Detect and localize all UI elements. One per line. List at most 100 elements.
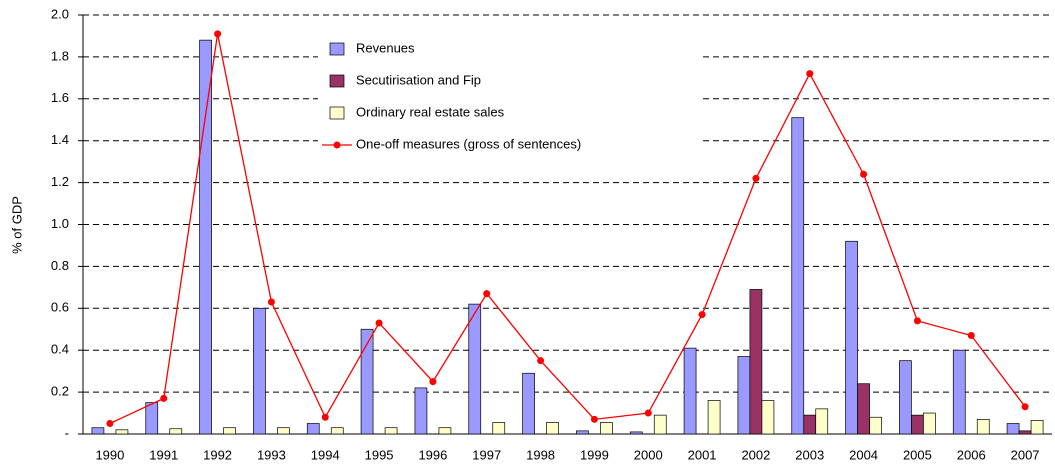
line-point <box>860 170 868 178</box>
bar <box>707 400 721 435</box>
y-tick-label: 2.0 <box>51 6 69 21</box>
bar <box>306 423 320 435</box>
bar <box>223 427 236 435</box>
bar <box>169 428 183 435</box>
x-tick-label: 2006 <box>957 447 986 462</box>
bar <box>683 347 697 435</box>
y-tick-label: 1.6 <box>51 90 69 105</box>
bar <box>737 356 751 435</box>
bar <box>653 414 667 435</box>
legend-label: One-off measures (gross of sentences) <box>356 136 581 151</box>
x-tick-label: 2004 <box>849 447 878 462</box>
x-tick-label: 1992 <box>203 447 232 462</box>
legend-swatch <box>329 42 345 56</box>
bar <box>1006 423 1020 435</box>
line-point <box>483 290 491 298</box>
legend-label: Secutirisation and Fip <box>356 72 481 87</box>
x-tick-label: 1998 <box>526 447 555 462</box>
line-point <box>429 378 437 386</box>
line-point <box>537 357 545 365</box>
y-axis-label: % of GDP <box>9 196 24 254</box>
bar <box>115 429 129 435</box>
bar <box>911 414 924 435</box>
bar <box>522 372 535 435</box>
bar <box>869 416 882 435</box>
x-tick-label: 1997 <box>472 447 501 462</box>
x-tick-label: 2005 <box>903 447 932 462</box>
bar <box>384 427 398 435</box>
legend-label: Ordinary real estate sales <box>356 104 505 119</box>
bar <box>576 430 589 435</box>
line-point <box>375 319 383 327</box>
line-point <box>913 317 921 325</box>
bar <box>976 418 990 435</box>
legend-marker <box>333 141 341 149</box>
bar <box>600 422 613 435</box>
line-point <box>321 413 329 421</box>
y-tick-label: 0.2 <box>51 384 69 399</box>
x-tick-label: 1996 <box>418 447 447 462</box>
bar <box>330 427 344 435</box>
line-point <box>590 415 598 423</box>
x-tick-label: 1994 <box>311 447 340 462</box>
bar <box>845 240 858 435</box>
x-tick-label: 2000 <box>634 447 663 462</box>
bar <box>546 422 559 435</box>
bar <box>815 408 829 435</box>
bar <box>468 303 482 435</box>
bar <box>414 387 428 435</box>
bar <box>803 414 817 435</box>
bar <box>1030 420 1044 435</box>
legend-label: Revenues <box>356 40 415 55</box>
line-point <box>214 30 222 38</box>
bar <box>923 412 936 435</box>
x-tick-label: 1995 <box>365 447 394 462</box>
line-point <box>698 311 706 319</box>
y-tick-label: 0.8 <box>51 258 69 273</box>
x-tick-label: 2002 <box>741 447 770 462</box>
y-tick-label: 0.6 <box>51 300 69 315</box>
bar <box>360 328 374 435</box>
x-tick-label: 1990 <box>95 447 124 462</box>
line-point <box>644 409 652 417</box>
x-tick-label: 1993 <box>257 447 286 462</box>
bar <box>952 349 966 435</box>
bar <box>277 427 290 435</box>
bar <box>899 360 912 435</box>
bar <box>91 427 105 435</box>
x-tick-label: 2001 <box>688 447 717 462</box>
line-point <box>1021 403 1029 411</box>
bar <box>438 427 452 435</box>
line-point <box>806 70 814 78</box>
line-point <box>967 332 975 340</box>
legend-box <box>318 33 700 173</box>
line <box>109 33 1026 425</box>
y-tick-label: - <box>65 425 69 440</box>
legend-swatch <box>329 74 345 88</box>
bar <box>761 400 775 435</box>
bar <box>749 289 763 435</box>
y-tick-label: 0.4 <box>51 342 69 357</box>
y-tick-label: 1.4 <box>51 132 69 147</box>
y-tick-label: 1.8 <box>51 48 69 63</box>
bar <box>629 431 643 435</box>
line-point <box>267 298 275 306</box>
x-tick-label: 1999 <box>580 447 609 462</box>
x-tick-label: 1991 <box>149 447 178 462</box>
legend-swatch <box>329 106 345 120</box>
bar <box>791 117 805 435</box>
y-tick-label: 1.0 <box>51 216 69 231</box>
line-point <box>160 394 168 402</box>
line-point <box>106 420 114 428</box>
x-tick-label: 2007 <box>1011 447 1040 462</box>
bar <box>253 307 266 435</box>
bar <box>492 422 506 435</box>
y-tick-label: 1.2 <box>51 174 69 189</box>
line-point <box>752 174 760 182</box>
bar <box>145 402 159 435</box>
bar <box>199 39 212 435</box>
bar <box>857 383 870 435</box>
bar <box>1018 430 1032 435</box>
x-tick-label: 2003 <box>795 447 824 462</box>
